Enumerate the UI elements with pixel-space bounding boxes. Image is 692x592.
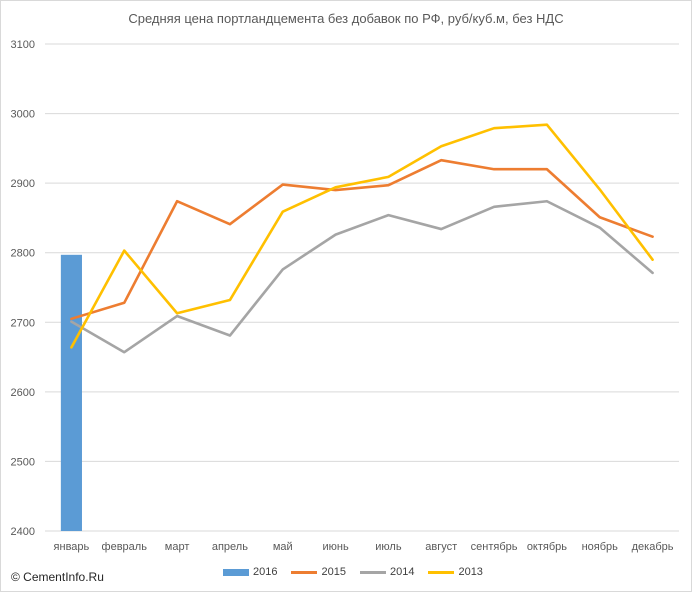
bar-2016 <box>60 254 82 531</box>
legend-label-2013: 2013 <box>458 566 483 578</box>
x-tick-label: январь <box>54 541 90 553</box>
legend-item-2013: 2013 <box>428 566 483 578</box>
y-tick-label: 2600 <box>11 387 35 399</box>
legend-item-2015: 2015 <box>291 566 346 578</box>
legend-label-2014: 2014 <box>389 566 415 578</box>
legend-label-2015: 2015 <box>321 566 346 578</box>
x-tick-label: май <box>273 541 293 553</box>
x-tick-label: февраль <box>102 541 148 553</box>
x-tick-label: сентябрь <box>471 541 518 553</box>
legend-swatch-2015 <box>291 570 318 574</box>
x-tick-label: ноябрь <box>582 541 619 553</box>
x-tick-label: март <box>165 541 190 553</box>
legend-item-2016: 2016 <box>223 566 277 578</box>
legend-swatch-2016 <box>223 568 249 576</box>
y-tick-label: 2800 <box>11 248 35 260</box>
y-tick-label: 2700 <box>11 317 35 329</box>
x-tick-label: апрель <box>212 541 248 553</box>
x-tick-label: октябрь <box>527 541 567 553</box>
series-line-2013 <box>70 123 654 349</box>
legend: 2016 2015 2014 2013 <box>223 566 483 578</box>
legend-swatch-2013 <box>428 570 455 574</box>
y-tick-label: 2900 <box>11 178 35 190</box>
x-tick-label: июнь <box>322 541 348 553</box>
y-tick-label: 2400 <box>11 526 35 538</box>
x-tick-label: июль <box>375 541 402 553</box>
series-line-2015 <box>70 158 654 321</box>
legend-swatch-2014 <box>359 570 386 574</box>
x-tick-label: декабрь <box>632 541 674 553</box>
y-tick-label: 2500 <box>11 456 35 468</box>
copyright-text: © CementInfo.Ru <box>11 570 104 584</box>
y-tick-label: 3100 <box>11 39 35 51</box>
legend-label-2016: 2016 <box>253 566 278 578</box>
series-line-2014 <box>70 199 654 354</box>
y-tick-label: 3000 <box>11 109 35 121</box>
chart-title: Средняя цена портландцемента без добавок… <box>128 11 564 26</box>
x-tick-label: август <box>425 541 457 553</box>
legend-item-2014: 2014 <box>359 566 415 578</box>
